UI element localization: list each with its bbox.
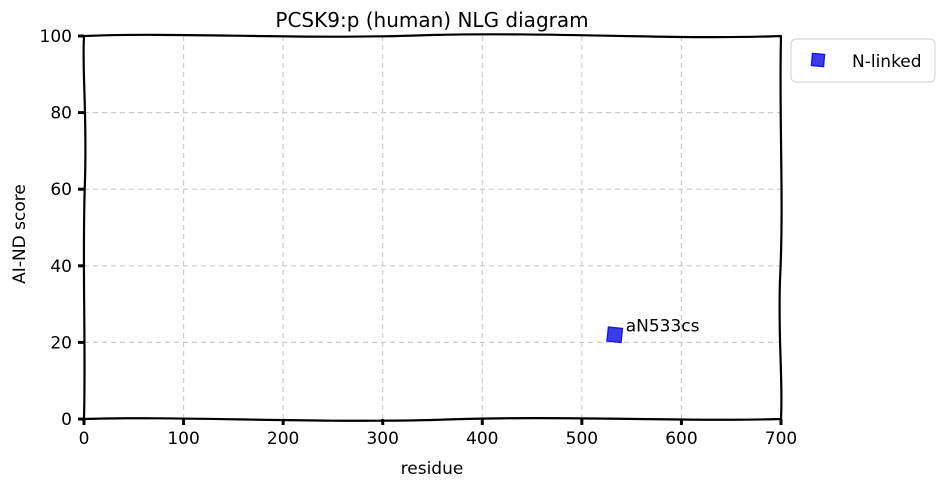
y-tick-label: 60 (50, 180, 72, 200)
x-tick-label: 500 (566, 429, 598, 449)
x-tick-label: 100 (167, 429, 199, 449)
x-tick-label: 400 (466, 429, 498, 449)
y-axis: 0 20 40 60 80 100 (40, 27, 84, 430)
legend-box (790, 38, 936, 83)
x-axis: 0 100 200 300 400 500 600 700 (79, 419, 797, 449)
x-tick-label: 700 (765, 429, 797, 449)
chart-title: PCSK9:p (human) NLG diagram (275, 8, 588, 32)
y-tick-label: 100 (40, 27, 72, 47)
y-tick-label: 20 (50, 333, 72, 353)
x-tick-label: 0 (79, 429, 90, 449)
legend-marker-n-linked (810, 52, 826, 68)
x-tick-label: 600 (665, 429, 697, 449)
x-tick-label: 300 (366, 429, 398, 449)
x-axis-label: residue (401, 459, 464, 479)
data-point-label: aN533cs (626, 317, 700, 337)
y-tick-label: 80 (50, 104, 72, 124)
grid-lines (84, 36, 781, 419)
plot-frame (82, 33, 783, 422)
data-point-marker (606, 326, 624, 344)
legend: N-linked (790, 38, 936, 83)
y-axis-label: AI-ND score (10, 184, 30, 284)
data-points: aN533cs (606, 317, 700, 344)
legend-label-n-linked: N-linked (852, 52, 922, 72)
y-tick-label: 40 (50, 257, 72, 277)
y-tick-label: 0 (61, 410, 72, 430)
x-tick-label: 200 (267, 429, 299, 449)
